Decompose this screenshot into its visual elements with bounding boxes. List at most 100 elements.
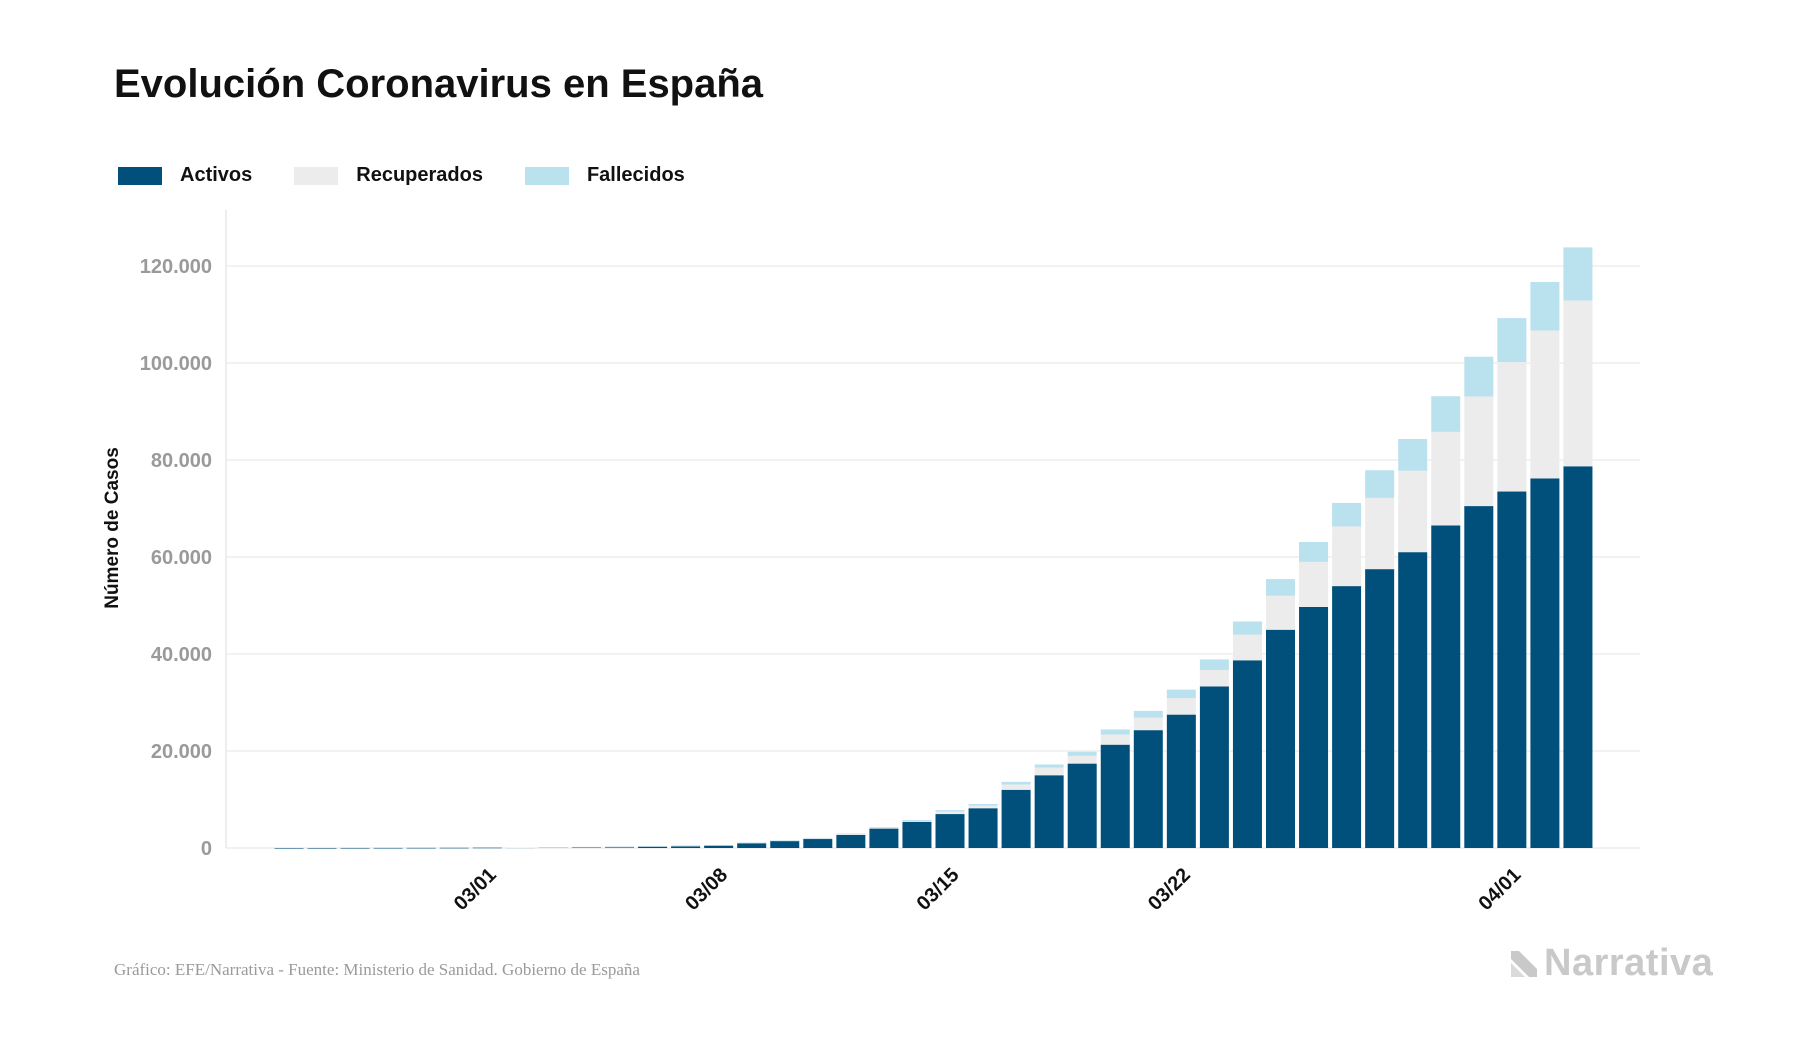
bar-segment xyxy=(1497,318,1527,363)
bar-segment xyxy=(1266,595,1295,630)
y-tick-label: 100.000 xyxy=(140,353,212,375)
bar-segment xyxy=(935,814,965,848)
legend-swatch-activos xyxy=(118,166,162,185)
bar-segment xyxy=(869,828,899,848)
legend-item-activos: Activos xyxy=(118,164,252,187)
bar-segment xyxy=(1332,526,1362,587)
source-footer: Gráfico: EFE/Narrativa - Fuente: Ministe… xyxy=(114,960,640,979)
bar-segment xyxy=(1034,764,1064,768)
bar-segment xyxy=(439,847,469,849)
bar-segment xyxy=(935,810,965,812)
bar-segment xyxy=(1332,586,1362,848)
bar-segment xyxy=(968,808,998,848)
brand-logo: Narrativa xyxy=(1508,942,1713,985)
y-axis-label: Número de Casos xyxy=(102,447,123,609)
bar-segment xyxy=(538,847,568,848)
bar-segment xyxy=(770,840,800,842)
bar-segment xyxy=(1464,506,1494,848)
bar-segment xyxy=(571,846,601,848)
legend-item-recuperados: Recuperados xyxy=(294,164,483,187)
bar-segment xyxy=(406,847,436,849)
bar-segment xyxy=(803,838,833,840)
bar-segment xyxy=(373,847,403,849)
bar-segment xyxy=(1266,579,1295,596)
bar-segment xyxy=(737,842,767,844)
y-axis-ticks: 0 20.000 40.000 60.000 80.000 100.000 120.000 xyxy=(140,256,212,860)
legend-label-recuperados: Recuperados xyxy=(356,164,483,186)
bar-segment xyxy=(1431,525,1461,848)
bar-segment xyxy=(968,805,998,809)
bar-segment xyxy=(472,847,502,849)
bar-segment xyxy=(1001,789,1031,848)
bar-segment xyxy=(1530,330,1560,479)
bar-segment xyxy=(1100,744,1130,848)
bar-segment xyxy=(1166,689,1196,699)
bar-segment xyxy=(1133,710,1163,718)
bar-segment xyxy=(902,819,932,821)
bar-segment xyxy=(836,833,866,835)
bar-segment xyxy=(638,846,668,848)
bar-segment xyxy=(770,840,800,848)
y-tick-label: 20.000 xyxy=(151,741,212,763)
bar-segment xyxy=(1398,470,1428,553)
bar-segment xyxy=(1199,686,1229,848)
bar-segment xyxy=(869,827,899,829)
brand-name: Narrativa xyxy=(1544,942,1714,984)
bar-segment xyxy=(902,821,932,848)
x-axis-ticks: 03/01 03/08 03/15 03/22 04/01 xyxy=(450,864,1526,915)
bar-segment xyxy=(1100,729,1130,735)
bar-segment xyxy=(1497,491,1527,848)
bar-segment xyxy=(1067,763,1097,848)
bar-segment xyxy=(1530,478,1560,848)
bar-segment xyxy=(1299,542,1329,562)
page-title: Evolución Coronavirus en España xyxy=(114,62,764,106)
bar-segment xyxy=(1199,659,1229,671)
bar-segment xyxy=(1100,734,1130,745)
x-tick-label: 03/22 xyxy=(1144,864,1195,915)
x-tick-label: 03/08 xyxy=(681,864,732,915)
narrativa-logo-icon xyxy=(1511,950,1537,977)
bar-segment xyxy=(1232,660,1262,848)
bar-segment xyxy=(1431,396,1461,432)
bar-segment xyxy=(1034,775,1064,848)
bar-segment xyxy=(836,834,866,848)
bar-segment xyxy=(836,833,866,835)
bar-segment xyxy=(1530,281,1560,331)
bar-segment xyxy=(671,845,701,848)
legend-item-fallecidos: Fallecidos xyxy=(524,164,685,187)
bar-segment xyxy=(671,845,701,847)
bar-segment xyxy=(1166,698,1196,715)
bar-segment xyxy=(1232,634,1262,661)
bar-segment xyxy=(803,839,833,848)
bar-segment xyxy=(1365,470,1395,498)
bar-segment xyxy=(1431,431,1461,526)
bar-segment xyxy=(1398,552,1428,848)
bar-segment xyxy=(1497,362,1527,492)
bar-segment xyxy=(340,847,370,849)
bar-segment xyxy=(704,845,734,848)
bar-segment xyxy=(1563,466,1593,848)
bar-segment xyxy=(1365,497,1395,570)
bar-segment xyxy=(803,837,833,839)
bar-segment xyxy=(968,804,998,806)
bar-segment xyxy=(1001,781,1031,785)
x-tick-label: 04/01 xyxy=(1474,864,1525,915)
bar-segment xyxy=(1232,621,1262,635)
bar-segment xyxy=(1067,755,1097,764)
chart-bars xyxy=(274,247,1593,849)
bar-segment xyxy=(605,846,634,848)
legend-swatch-fallecidos xyxy=(524,166,569,185)
x-tick-label: 03/15 xyxy=(913,864,964,915)
bar-segment xyxy=(737,842,767,848)
bar-segment xyxy=(1067,751,1097,756)
legend-label-fallecidos: Fallecidos xyxy=(586,164,685,186)
bar-segment xyxy=(1299,606,1329,848)
bar-segment xyxy=(1464,356,1494,397)
bar-segment xyxy=(1034,767,1064,776)
chart-legend: Activos Recuperados Fallecidos xyxy=(118,164,727,187)
bar-segment xyxy=(704,845,734,846)
bar-segment xyxy=(274,847,304,849)
bar-segment xyxy=(505,847,535,849)
bar-segment xyxy=(1199,670,1229,687)
